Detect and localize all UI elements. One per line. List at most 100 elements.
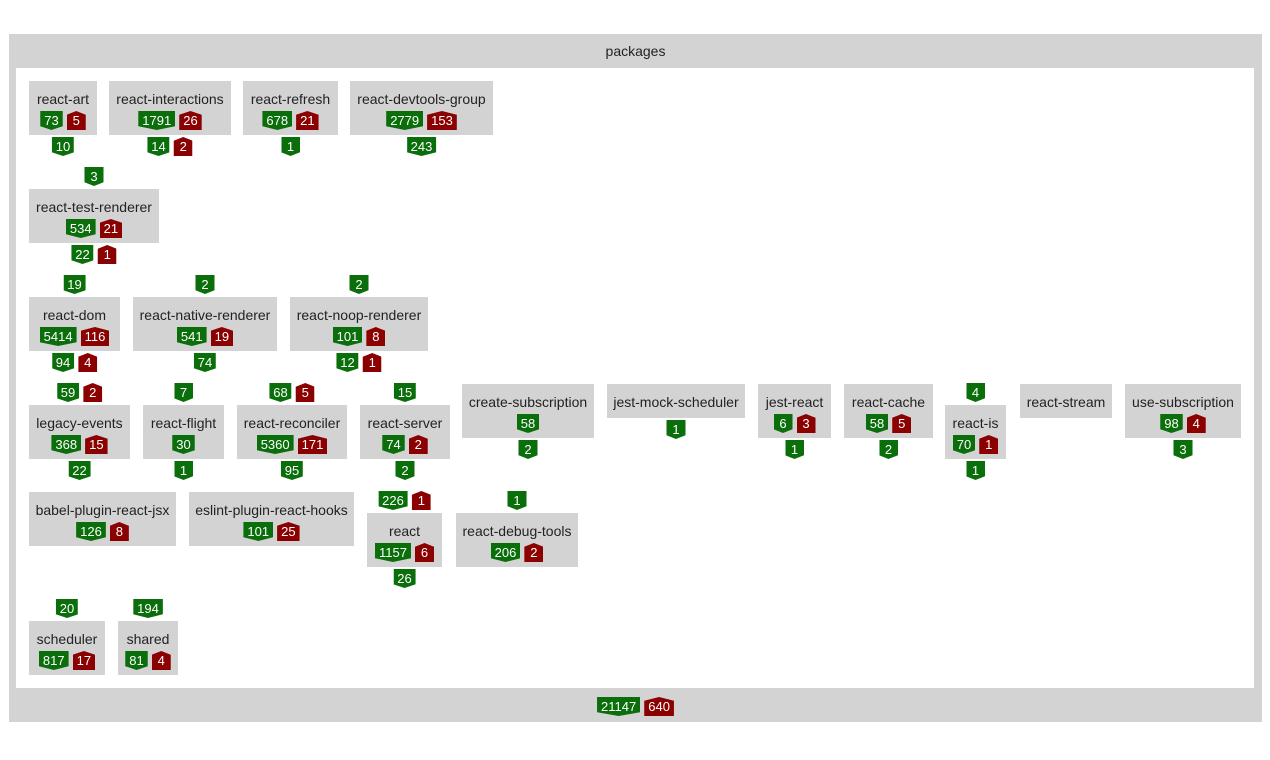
edge-incoming-badge: 2: [518, 440, 538, 459]
edge-incoming-badge: 22: [68, 461, 91, 480]
package-name: jest-react: [765, 394, 824, 410]
container-totals: 21147 640: [9, 694, 1262, 716]
dependency-edge-bottom-react-cache: 2: [879, 440, 898, 459]
outgoing-count-badge: 19: [210, 327, 234, 346]
incoming-count-badge: 2779: [386, 111, 424, 130]
package-react-refresh[interactable]: react-refresh 678 21: [243, 81, 338, 135]
edge-incoming-badge: 14: [147, 137, 170, 156]
packages-area: react-art 73 5 10 react-interactions 1791 26 14…: [16, 68, 1254, 688]
edge-incoming-badge: 68: [269, 383, 292, 402]
package-react-native-renderer[interactable]: react-native-renderer 541 19: [133, 297, 277, 351]
package-react-server[interactable]: react-server 74 2: [360, 405, 450, 459]
package-name: react-flight: [150, 415, 217, 431]
package-scheduler[interactable]: scheduler 817 17: [29, 621, 105, 675]
package-babel-plugin-react-jsx[interactable]: babel-plugin-react-jsx 126 8: [29, 492, 176, 546]
dependency-edge-bottom-jest-react: 1: [785, 440, 804, 459]
dependency-edge-bottom-react-native-renderer: 74: [193, 353, 217, 372]
package-jest-mock-scheduler[interactable]: jest-mock-scheduler: [607, 384, 745, 418]
package-name: legacy-events: [36, 415, 123, 431]
edge-incoming-badge: 94: [51, 353, 75, 372]
package-react-is[interactable]: react-is 70 1: [945, 405, 1006, 459]
outgoing-count-badge: 153: [427, 111, 457, 130]
package-legacy-events[interactable]: legacy-events 368 15: [29, 405, 130, 459]
package-name: react-native-renderer: [139, 307, 271, 323]
incoming-count-badge: 101: [332, 327, 363, 346]
package-react-debug-tools[interactable]: react-debug-tools 206 2: [456, 513, 578, 567]
outgoing-count-badge: 2: [524, 543, 544, 562]
dependency-edge-top-react-reconciler: 68 5: [269, 383, 315, 402]
edge-incoming-badge: 2: [879, 440, 898, 459]
incoming-count-badge: 101: [243, 522, 274, 541]
outgoing-count-badge: 4: [1186, 414, 1206, 433]
dependency-edge-top-react-flight: 7: [174, 383, 193, 402]
package-name: babel-plugin-react-jsx: [35, 502, 170, 518]
dependency-edge-bottom-jest-mock-scheduler: 1: [666, 420, 686, 439]
package-shared[interactable]: shared 81 4: [118, 621, 178, 675]
package-name: react-stream: [1026, 394, 1106, 410]
dependency-edge-bottom-react: 26: [393, 569, 416, 588]
package-react-devtools-group[interactable]: react-devtools-group 2779 153: [350, 81, 493, 135]
package-name: react-noop-renderer: [296, 307, 422, 323]
edge-outgoing-badge: 1: [362, 353, 382, 372]
incoming-count-badge: 30: [172, 435, 195, 454]
dependency-edge-bottom-use-subscription: 3: [1173, 440, 1193, 459]
edge-incoming-badge: 26: [393, 569, 416, 588]
outgoing-count-badge: 5: [892, 414, 912, 433]
packages-container: packages react-art 73 5 10 react-interaction…: [9, 34, 1262, 722]
edge-incoming-badge: 2: [195, 275, 215, 294]
edge-outgoing-badge: 1: [97, 245, 117, 264]
package-react-cache[interactable]: react-cache 58 5: [844, 384, 933, 438]
dependency-edge-top-react-test-renderer: 3: [84, 167, 104, 186]
outgoing-count-badge: 21: [296, 111, 319, 130]
dependency-edge-top-react-server: 15: [393, 383, 417, 402]
package-name: scheduler: [36, 631, 98, 647]
package-react-stream[interactable]: react-stream: [1020, 384, 1112, 418]
package-name: react-art: [36, 91, 90, 107]
package-name: react: [388, 523, 421, 539]
edge-incoming-badge: 95: [280, 461, 304, 480]
package-react-reconciler[interactable]: react-reconciler 5360 171: [237, 405, 347, 459]
incoming-count-badge: 58: [865, 414, 889, 433]
outgoing-count-badge: 3: [796, 414, 816, 433]
edge-incoming-badge: 1: [966, 461, 985, 480]
outgoing-count-badge: 4: [151, 651, 171, 670]
dependency-edge-bottom-react-refresh: 1: [281, 137, 300, 156]
dependency-edge-bottom-react-server: 2: [395, 461, 415, 480]
outgoing-count-badge: 17: [72, 651, 96, 670]
package-react-dom[interactable]: react-dom 5414 116: [29, 297, 120, 351]
incoming-count-badge: 541: [176, 327, 207, 346]
package-create-subscription[interactable]: create-subscription 58: [462, 384, 594, 438]
dependency-edge-bottom-react-flight: 1: [174, 461, 193, 480]
package-react-art[interactable]: react-art 73 5: [29, 81, 97, 135]
package-react-interactions[interactable]: react-interactions 1791 26: [109, 81, 231, 135]
edge-incoming-badge: 12: [336, 353, 359, 372]
incoming-count-badge: 6: [773, 414, 793, 433]
dependency-edge-bottom-react-is: 1: [966, 461, 985, 480]
incoming-count-badge: 74: [382, 435, 405, 454]
package-react-flight[interactable]: react-flight 30: [143, 405, 224, 459]
package-name: create-subscription: [468, 394, 588, 410]
package-use-subscription[interactable]: use-subscription 98 4: [1125, 384, 1241, 438]
edge-incoming-badge: 194: [133, 599, 163, 618]
incoming-count-badge: 534: [65, 219, 96, 238]
outgoing-count-badge: 5: [66, 111, 86, 130]
package-name: react-cache: [851, 394, 926, 410]
package-react[interactable]: react 1157 6: [367, 513, 442, 567]
outgoing-count-badge: 171: [297, 435, 328, 454]
incoming-count-badge: 5414: [39, 327, 77, 346]
edge-incoming-badge: 3: [84, 167, 104, 186]
package-jest-react[interactable]: jest-react 6 3: [758, 384, 831, 438]
dependency-edge-bottom-react-reconciler: 95: [280, 461, 304, 480]
incoming-count-badge: 817: [38, 651, 69, 670]
edge-outgoing-badge: 5: [295, 383, 315, 402]
package-name: react-debug-tools: [462, 523, 572, 539]
package-react-test-renderer[interactable]: react-test-renderer 534 21: [29, 189, 159, 243]
package-react-noop-renderer[interactable]: react-noop-renderer 101 8: [290, 297, 428, 351]
outgoing-count-badge: 15: [85, 435, 108, 454]
edge-outgoing-badge: 1: [411, 491, 431, 510]
package-name: react-interactions: [116, 91, 224, 107]
package-eslint-plugin-react-hooks[interactable]: eslint-plugin-react-hooks 101 25: [189, 492, 354, 546]
incoming-count-badge: 98: [1160, 414, 1183, 433]
dependency-edge-top-react-native-renderer: 2: [195, 275, 215, 294]
dependency-edge-bottom-react-devtools-group: 243: [406, 137, 437, 156]
